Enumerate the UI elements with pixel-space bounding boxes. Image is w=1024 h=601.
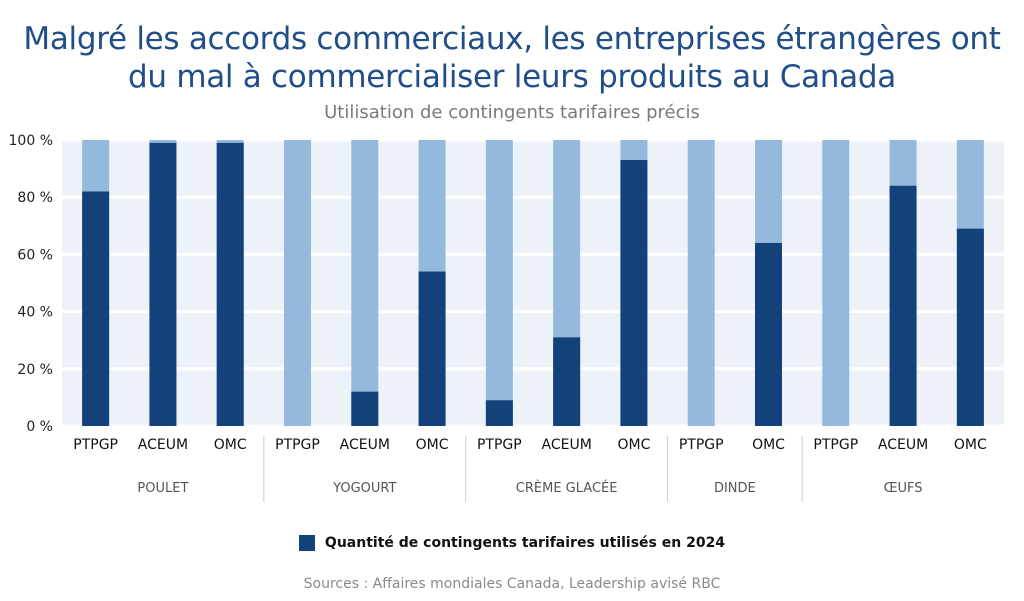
bar-used	[149, 142, 177, 427]
group-label: DINDE	[714, 481, 756, 496]
legend-label-used: Quantité de contingents tarifaires utili…	[324, 535, 726, 551]
legend: Quantité de contingents tarifaires utili…	[0, 535, 1024, 551]
bar-used	[956, 228, 984, 426]
source-note: Sources : Affaires mondiales Canada, Lea…	[303, 576, 721, 592]
y-tick-label: 0 %	[26, 419, 53, 435]
chart-subtitle: Utilisation de contingents tarifaires pr…	[324, 102, 700, 123]
stacked-bar-chart: 0 % 20 % 40 % 60 % 80 % 100 % PTPGP ACEUM OMC POU…	[9, 133, 1004, 502]
y-tick-label: 20 %	[17, 362, 53, 378]
x-tick-label: OMC	[954, 437, 987, 453]
bar-used	[620, 160, 648, 426]
group-label: CRÈME GLACÉE	[516, 480, 618, 496]
bar-total	[822, 140, 850, 426]
x-tick-label: PTPGP	[477, 437, 522, 453]
x-tick-label: OMC	[752, 437, 785, 453]
bar-used	[351, 391, 379, 426]
x-tick-label: ACEUM	[138, 437, 188, 453]
bar-total	[687, 140, 715, 426]
bar-used	[82, 191, 110, 426]
bar-total	[351, 140, 379, 426]
group-label: ŒUFS	[884, 481, 923, 496]
x-tick-label: PTPGP	[813, 437, 858, 453]
plot-area	[62, 140, 1004, 426]
bar-total	[284, 140, 311, 426]
chart-title: Malgré les accords commerciaux, les entr…	[23, 21, 1001, 95]
bar-used	[418, 271, 446, 426]
bar-total	[485, 140, 513, 426]
x-tick-label: PTPGP	[679, 437, 724, 453]
x-tick-label: OMC	[617, 437, 650, 453]
y-tick-label: 80 %	[17, 190, 53, 206]
bar-used	[485, 400, 513, 426]
y-tick-label: 100 %	[9, 133, 53, 149]
y-tick-label: 60 %	[17, 247, 53, 263]
bar-used	[755, 242, 782, 426]
legend-swatch-used	[298, 535, 315, 551]
group-label: YOGOURT	[332, 481, 396, 496]
x-tick-label: ACEUM	[340, 437, 390, 453]
bar-used	[553, 337, 581, 426]
x-tick-label: PTPGP	[73, 437, 118, 453]
x-tick-label: OMC	[416, 437, 449, 453]
x-tick-label: OMC	[214, 437, 247, 453]
x-tick-label: ACEUM	[542, 437, 592, 453]
bar-used	[216, 142, 244, 427]
x-tick-label: PTPGP	[275, 437, 320, 453]
y-tick-label: 40 %	[17, 305, 53, 321]
x-tick-label: ACEUM	[878, 437, 928, 453]
group-label: POULET	[137, 481, 188, 496]
bar-used	[889, 185, 917, 426]
